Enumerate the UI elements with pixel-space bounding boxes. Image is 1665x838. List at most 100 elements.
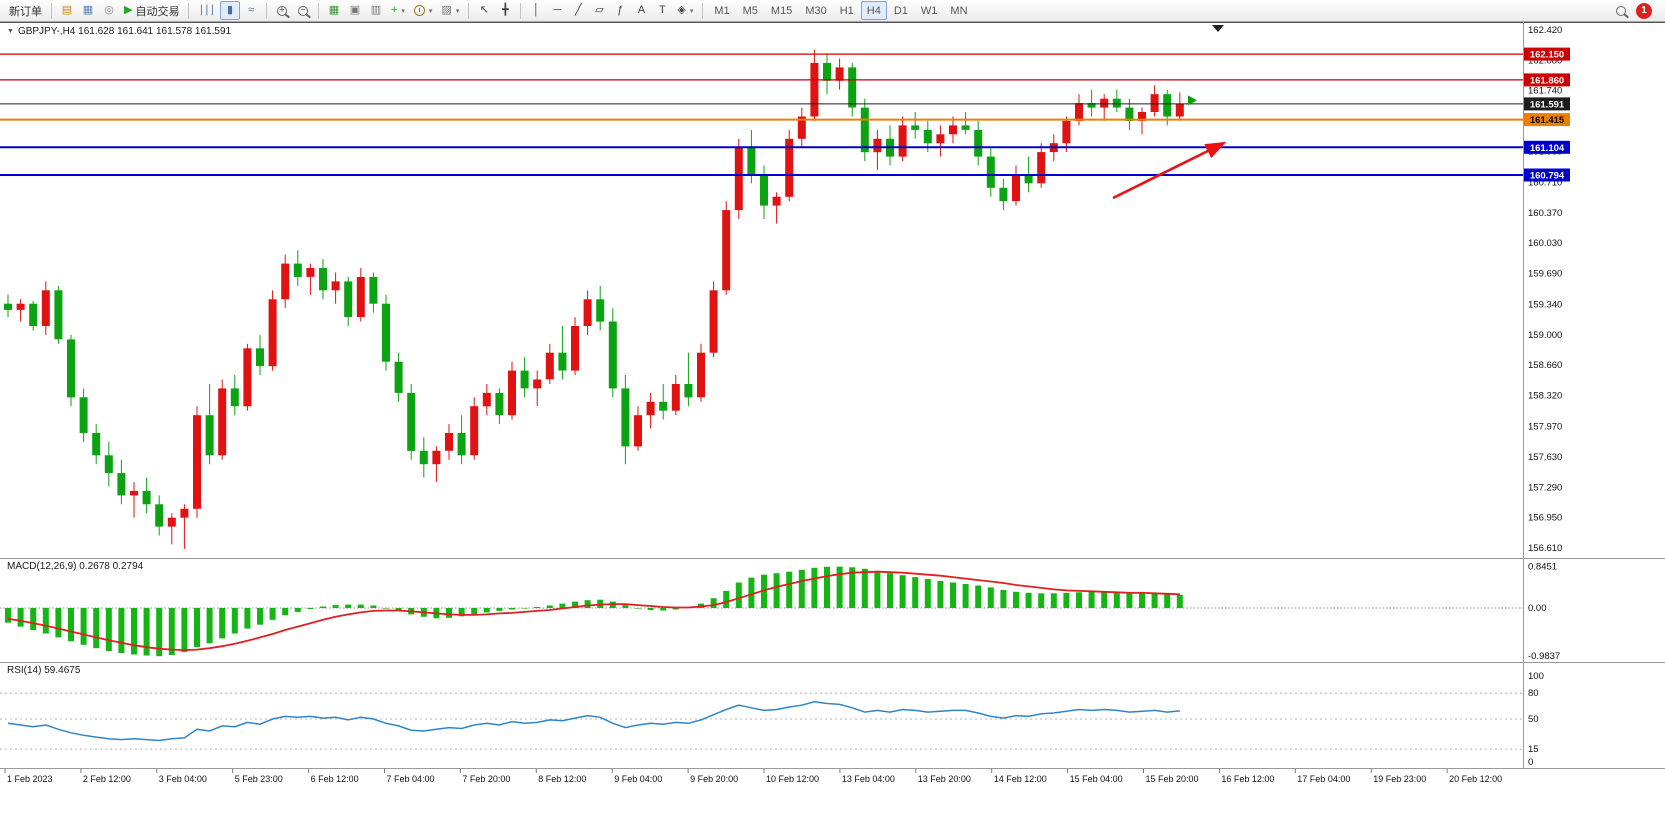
cursor-button[interactable]: ↖ <box>474 1 494 20</box>
data-window-button[interactable]: ▦ <box>78 1 98 20</box>
candle-body <box>1037 152 1046 184</box>
time-label: 2 Feb 12:00 <box>83 774 131 784</box>
autotrading-button[interactable]: ▶ 自动交易 <box>120 1 183 20</box>
timeframe-d1-button[interactable]: D1 <box>888 1 914 20</box>
timeframe-m30-button[interactable]: M30 <box>799 1 832 20</box>
macd-histogram-bar <box>861 568 868 608</box>
arrange-windows-icon: ▥ <box>370 4 382 16</box>
macd-histogram-bar <box>786 571 793 608</box>
crosshair-button[interactable]: ╋ <box>495 1 515 20</box>
candle-body <box>1150 94 1159 112</box>
price-chart-canvas[interactable]: 162.420162.080161.740161.400161.060160.7… <box>0 22 1665 838</box>
collapse-pane-icon[interactable]: ▼ <box>7 28 14 35</box>
bar-chart-button[interactable]: ∣∣∣ <box>194 1 219 20</box>
macd-histogram-bar <box>811 567 818 608</box>
macd-histogram-bar <box>950 582 956 608</box>
channel-button[interactable]: ▱ <box>589 1 609 20</box>
price-badge-label: 161.591 <box>1530 99 1565 110</box>
candle-body <box>407 392 416 451</box>
zoom-in-button[interactable]: + <box>272 1 292 20</box>
time-label: 6 Feb 12:00 <box>311 774 359 784</box>
macd-histogram-bar <box>1176 594 1183 608</box>
candle-body <box>671 384 680 411</box>
macd-histogram-bar <box>55 608 62 638</box>
timeframe-w1-button[interactable]: W1 <box>915 1 944 20</box>
timeframe-mn-button[interactable]: MN <box>944 1 973 20</box>
timeframe-m15-button-label: M15 <box>770 4 793 17</box>
candlestick-chart-button[interactable]: ▮ <box>219 1 240 20</box>
macd-histogram-bar <box>1013 591 1019 608</box>
timeframe-m1-button[interactable]: M1 <box>708 1 735 20</box>
time-label: 19 Feb 23:00 <box>1373 774 1426 784</box>
macd-histogram-bar <box>572 601 578 608</box>
candle-body <box>1112 98 1121 108</box>
macd-histogram-bar <box>156 608 163 657</box>
candle-body <box>1125 107 1134 121</box>
text-label-icon: T <box>658 4 666 16</box>
timeframe-h1-button[interactable]: H1 <box>834 1 860 20</box>
period-button[interactable]: ▾ <box>410 1 437 20</box>
time-label: 7 Feb 20:00 <box>462 774 510 784</box>
macd-histogram-bar <box>836 566 843 608</box>
vertical-line-icon: │ <box>532 4 540 16</box>
bar-chart-icon: ∣∣∣ <box>198 4 215 16</box>
new-order-button[interactable]: 新订单 <box>5 1 46 20</box>
timeframe-m15-button[interactable]: M15 <box>765 1 798 20</box>
macd-histogram-bar <box>1126 592 1133 608</box>
price-tick-label: 162.420 <box>1528 25 1562 36</box>
price-tick-label: 161.740 <box>1528 86 1562 97</box>
toolbar-separator <box>317 2 319 19</box>
candle-body <box>4 303 12 310</box>
tile-windows-button[interactable]: ▦ <box>324 1 344 20</box>
fibonacci-button[interactable]: ƒ <box>610 1 630 20</box>
shapes-button[interactable]: ◈ ▾ <box>673 1 697 20</box>
price-badge <box>1524 73 1570 87</box>
text-label-button[interactable]: T <box>652 1 672 20</box>
zoom-out-button[interactable]: − <box>293 1 313 20</box>
candle-body <box>797 116 806 139</box>
macd-histogram-bar <box>748 577 755 608</box>
candle-body <box>608 321 617 389</box>
timeframe-h4-button[interactable]: H4 <box>860 1 887 20</box>
macd-histogram-bar <box>710 598 717 608</box>
trend-arrow-annotation[interactable] <box>1112 141 1227 200</box>
candle-body <box>79 397 88 433</box>
macd-histogram-bar <box>181 608 188 653</box>
macd-histogram-bar <box>269 608 276 620</box>
horizontal-line-button[interactable]: ─ <box>547 1 567 20</box>
indicators-button[interactable]: + ▾ <box>387 1 409 20</box>
market-watch-button[interactable]: ▤ <box>57 1 77 20</box>
arrange-windows-button[interactable]: ▥ <box>366 1 386 20</box>
toolbar-separator <box>188 2 190 19</box>
macd-histogram-bar <box>635 608 641 609</box>
rsi-scale-label: 0 <box>1528 757 1533 768</box>
chart-shift-marker[interactable] <box>1212 25 1224 32</box>
macd-histogram-bar <box>1063 592 1070 608</box>
trendline-icon: ╱ <box>575 4 582 16</box>
notification-badge[interactable]: 1 <box>1636 2 1652 19</box>
candle-body <box>999 187 1008 202</box>
timeframe-m5-button[interactable]: M5 <box>737 1 764 20</box>
search-button[interactable] <box>1611 1 1631 20</box>
data-window-icon: ▦ <box>82 4 94 16</box>
candle-body <box>747 147 756 175</box>
candle-body <box>331 281 340 291</box>
chart-title: ▼ GBPJPY-,H4 161.628 161.641 161.578 161… <box>7 26 231 37</box>
templates-button[interactable]: ▨ ▾ <box>437 1 463 20</box>
text-button[interactable]: A <box>631 1 651 20</box>
cascade-windows-button[interactable]: ▣ <box>345 1 365 20</box>
candle-body <box>1100 98 1109 108</box>
macd-histogram-bar <box>282 608 289 616</box>
navigator-button[interactable]: ◎ <box>99 1 119 20</box>
candle-body <box>835 67 844 81</box>
macd-histogram-bar <box>521 608 528 609</box>
candle-body <box>268 299 277 367</box>
vertical-line-button[interactable]: │ <box>526 1 546 20</box>
price-badge-label: 161.104 <box>1530 143 1565 154</box>
macd-histogram-bar <box>937 581 944 608</box>
macd-histogram-bar <box>1038 593 1045 608</box>
price-tick-label: 159.000 <box>1528 330 1562 341</box>
trendline-button[interactable]: ╱ <box>568 1 588 20</box>
line-chart-button[interactable]: ≈ <box>241 1 261 20</box>
candle-body <box>1062 120 1071 144</box>
